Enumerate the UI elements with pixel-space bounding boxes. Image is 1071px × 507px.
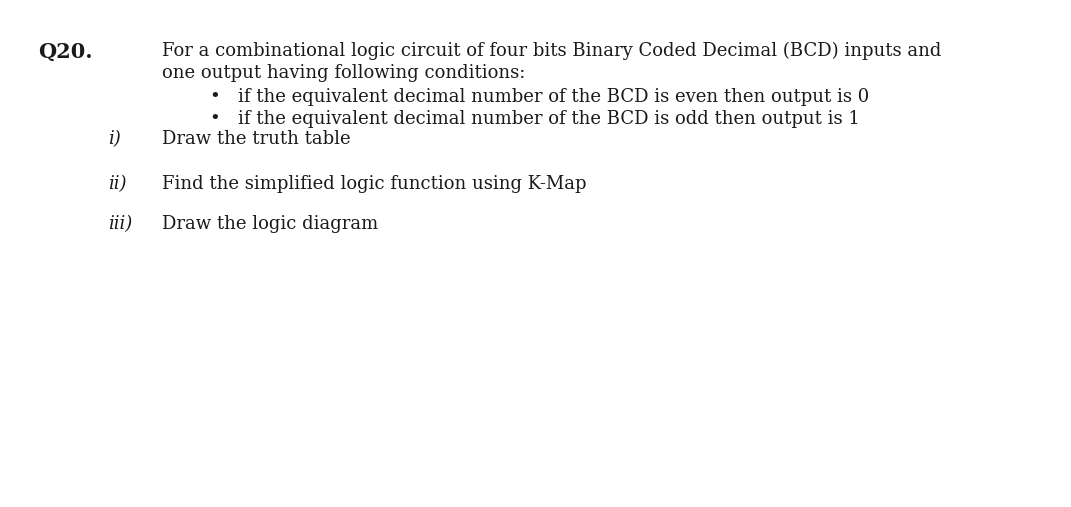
Text: Find the simplified logic function using K-Map: Find the simplified logic function using…	[162, 175, 587, 193]
Text: •   if the equivalent decimal number of the BCD is even then output is 0: • if the equivalent decimal number of th…	[210, 88, 870, 106]
Text: i): i)	[108, 130, 121, 148]
Text: one output having following conditions:: one output having following conditions:	[162, 64, 526, 82]
Text: ii): ii)	[108, 175, 126, 193]
Text: iii): iii)	[108, 215, 132, 233]
Text: •   if the equivalent decimal number of the BCD is odd then output is 1: • if the equivalent decimal number of th…	[210, 110, 860, 128]
Text: For a combinational logic circuit of four bits Binary Coded Decimal (BCD) inputs: For a combinational logic circuit of fou…	[162, 42, 941, 60]
Text: Draw the logic diagram: Draw the logic diagram	[162, 215, 378, 233]
Text: Draw the truth table: Draw the truth table	[162, 130, 350, 148]
Text: Q20.: Q20.	[37, 42, 92, 62]
